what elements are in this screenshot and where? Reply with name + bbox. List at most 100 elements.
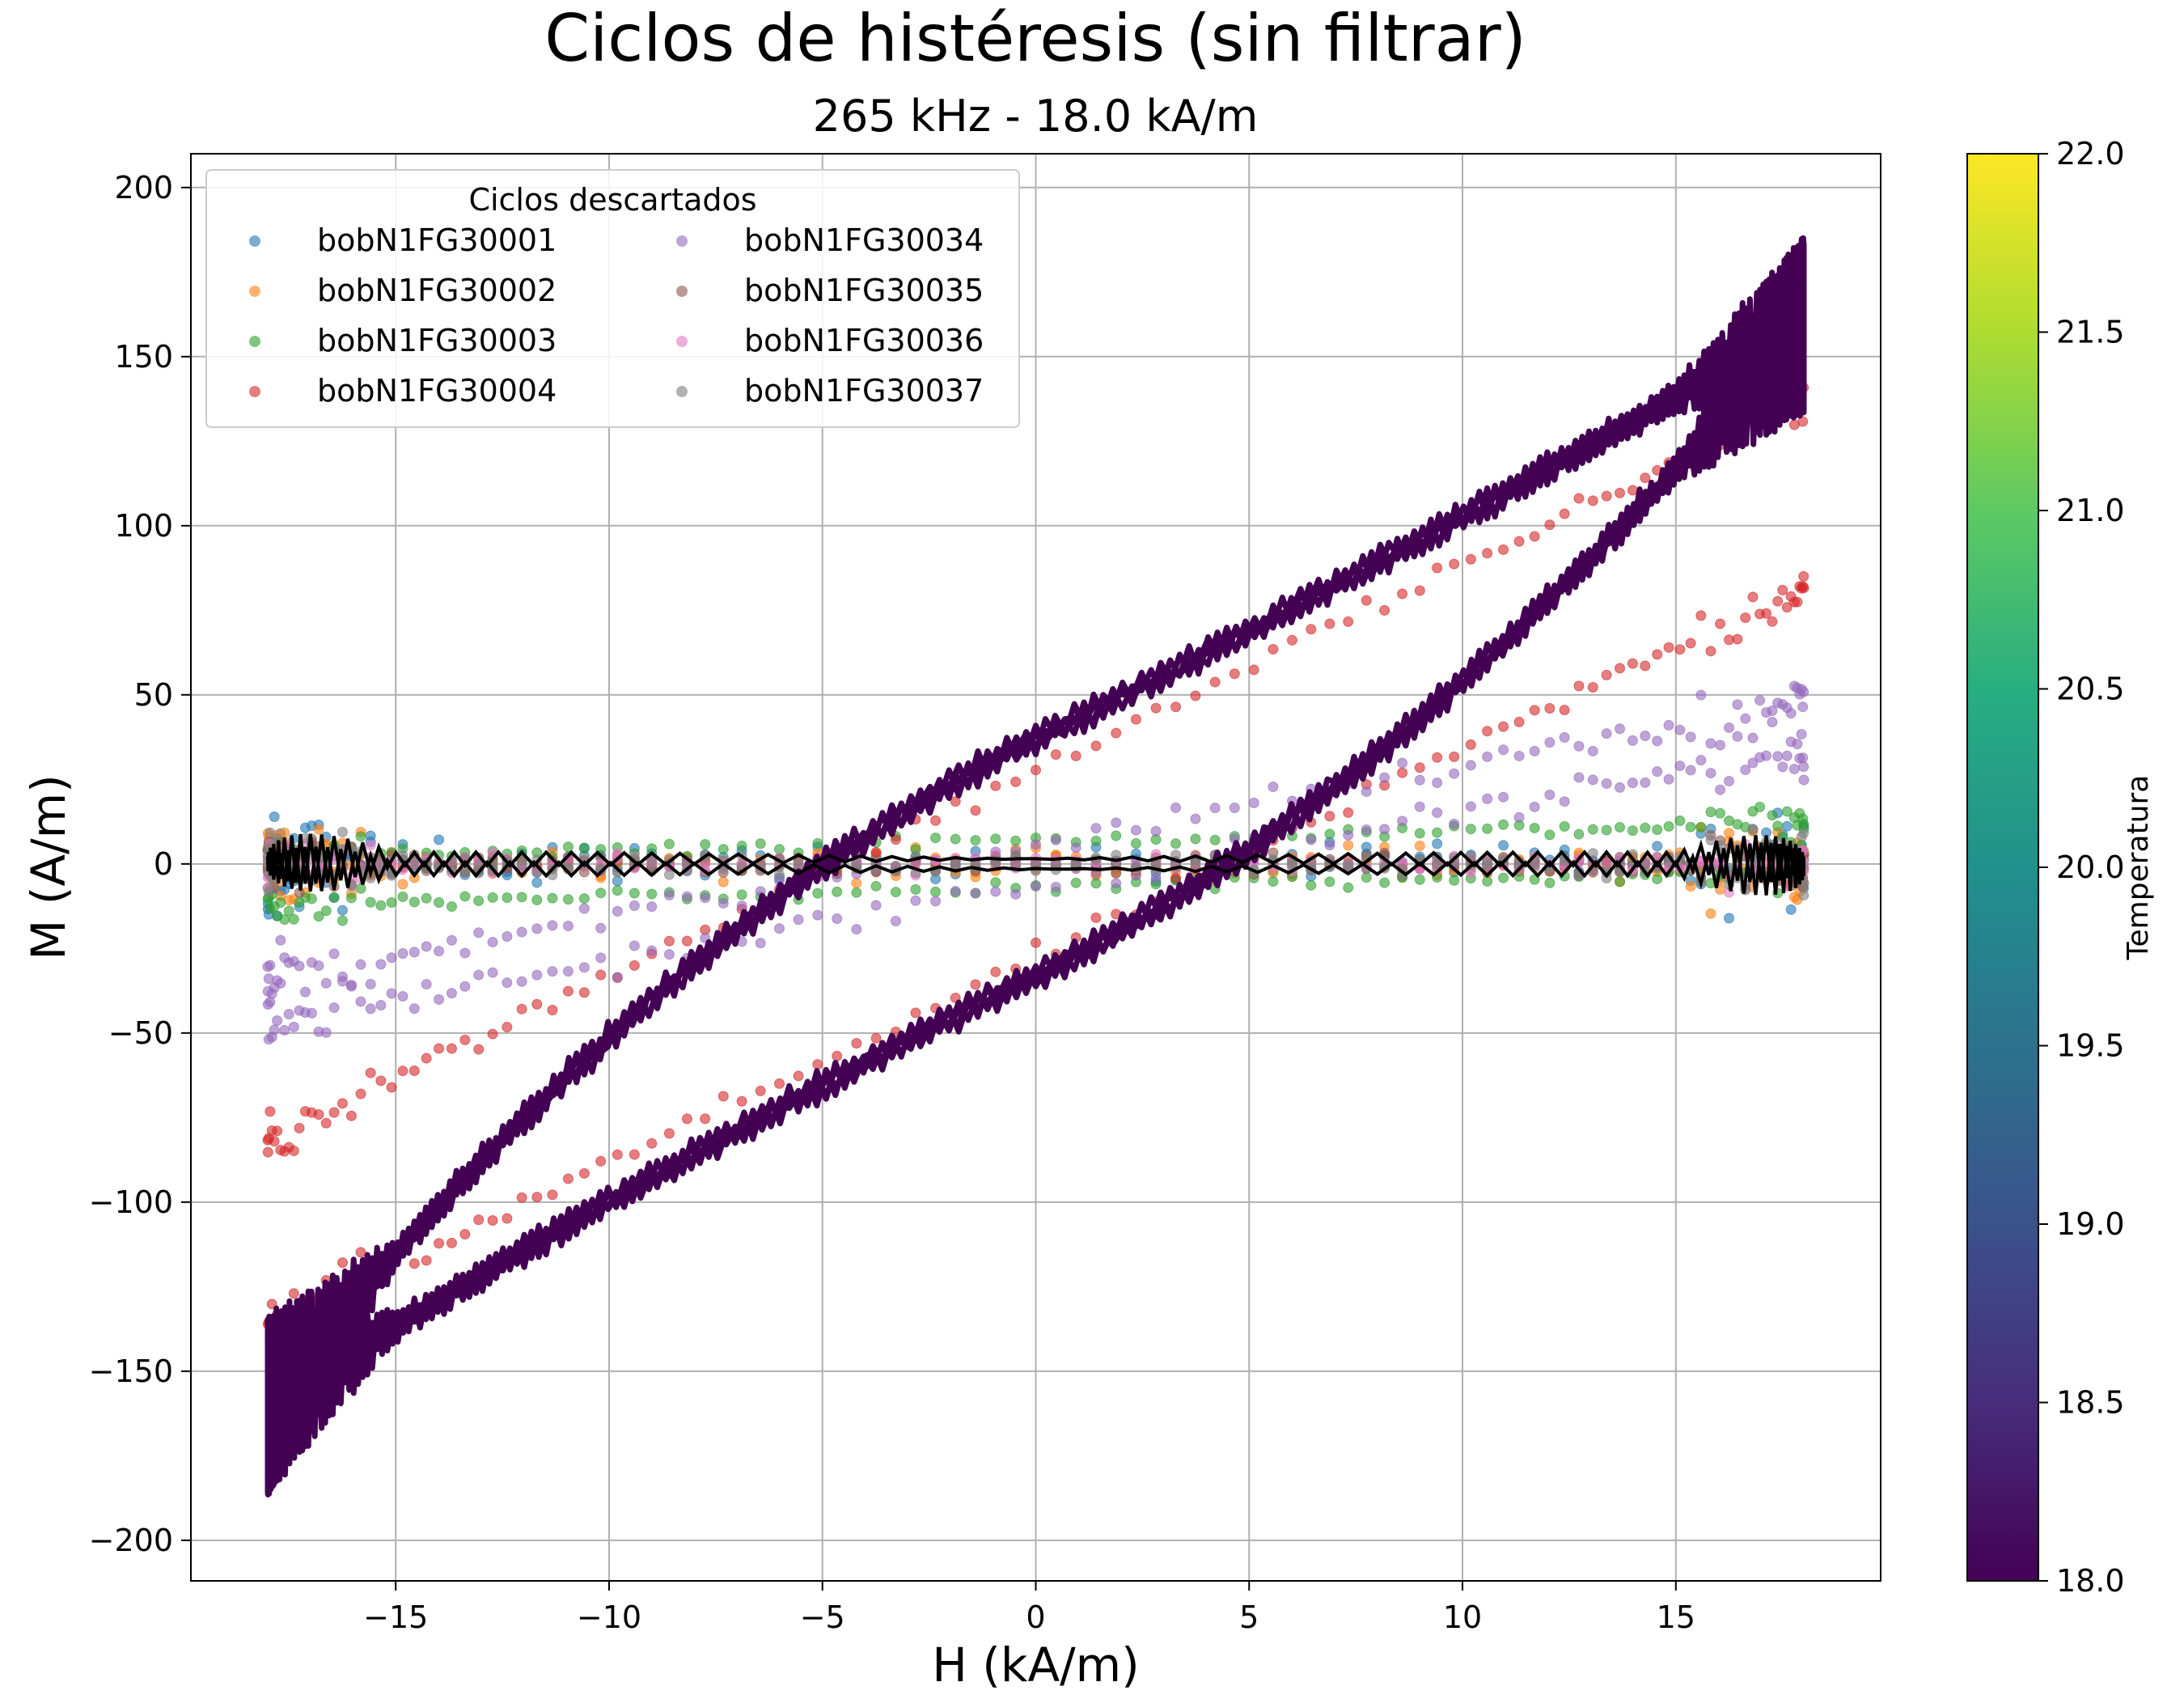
data-point	[1674, 724, 1686, 735]
data-point	[1482, 548, 1493, 559]
data-point	[1797, 581, 1809, 592]
legend-entry-label: bobN1FG30002	[317, 273, 557, 308]
data-point	[717, 1091, 729, 1102]
data-point	[1498, 791, 1509, 803]
data-point	[1031, 765, 1041, 776]
data-point	[313, 911, 324, 922]
data-point	[502, 1213, 513, 1224]
data-point	[1090, 835, 1102, 846]
data-point	[263, 886, 274, 897]
data-point	[578, 987, 590, 998]
data-point	[774, 923, 785, 934]
data-point	[1111, 830, 1122, 841]
colorbar-tick-label: 18.5	[2056, 1385, 2125, 1421]
data-point	[1772, 595, 1784, 607]
data-point	[700, 892, 711, 904]
y-tick-label: −50	[108, 1015, 173, 1051]
data-point	[663, 869, 675, 880]
data-point	[930, 886, 942, 897]
data-point	[1498, 744, 1509, 756]
data-point	[1544, 789, 1555, 800]
data-point	[446, 1043, 457, 1054]
data-point	[930, 815, 942, 826]
data-point	[1268, 876, 1279, 888]
data-point	[1031, 839, 1041, 850]
data-point	[562, 985, 574, 997]
data-point	[812, 888, 823, 899]
data-point	[970, 805, 981, 816]
data-point	[531, 894, 543, 905]
data-point	[1627, 735, 1638, 746]
data-point	[870, 1032, 882, 1044]
data-point	[1529, 745, 1540, 756]
data-point	[1715, 618, 1726, 629]
data-point	[578, 903, 590, 914]
x-tick-label: 0	[1026, 1599, 1045, 1635]
data-point	[1705, 768, 1716, 779]
data-point	[736, 1095, 747, 1107]
data-point	[1544, 829, 1555, 841]
data-point	[1482, 751, 1493, 762]
data-point	[1573, 740, 1585, 752]
data-point	[1559, 705, 1570, 716]
data-point	[421, 1255, 432, 1266]
data-point	[562, 1173, 574, 1184]
data-point	[832, 1050, 843, 1061]
data-point	[279, 1024, 290, 1036]
data-point	[1615, 663, 1626, 674]
data-point	[1306, 879, 1317, 891]
y-tick-label: 0	[154, 846, 173, 882]
data-point	[386, 988, 397, 999]
data-point	[531, 998, 543, 1010]
colorbar-tick-label: 22.0	[2056, 136, 2125, 172]
data-point	[1482, 726, 1493, 737]
data-point	[851, 1037, 862, 1049]
y-tick-label: −200	[89, 1523, 173, 1558]
data-point	[851, 924, 862, 935]
data-point	[1695, 755, 1707, 766]
data-point	[375, 999, 387, 1011]
data-point	[612, 972, 623, 983]
data-point	[434, 994, 445, 1005]
data-point	[320, 977, 332, 989]
data-point	[1343, 882, 1354, 893]
data-point	[717, 844, 729, 855]
plot-area	[262, 235, 1809, 1498]
data-point	[1747, 824, 1759, 836]
data-point	[1695, 610, 1707, 621]
data-point	[1111, 817, 1122, 828]
data-point	[1663, 642, 1674, 653]
data-point	[812, 837, 823, 849]
data-point	[970, 979, 981, 990]
data-point	[1788, 419, 1800, 430]
data-point	[1449, 818, 1460, 829]
data-point	[434, 946, 445, 957]
data-point	[1627, 825, 1638, 837]
data-point	[336, 915, 348, 926]
data-point	[446, 934, 457, 946]
data-point	[1306, 834, 1317, 845]
data-point	[1559, 821, 1570, 833]
data-point	[1772, 751, 1784, 762]
data-point	[336, 1098, 348, 1109]
data-point	[1732, 699, 1743, 710]
legend-entry-label: bobN1FG30001	[317, 222, 557, 258]
data-point	[1414, 874, 1425, 885]
colorbar-gradient	[1966, 153, 2039, 1582]
data-point	[1640, 730, 1651, 741]
data-point	[681, 891, 692, 902]
data-point	[736, 889, 747, 900]
data-point	[1615, 876, 1626, 888]
x-tick-label: −10	[577, 1599, 641, 1635]
data-point	[1601, 490, 1612, 502]
data-point	[459, 1228, 471, 1239]
data-point	[930, 833, 942, 844]
legend-entry-label: bobN1FG30034	[744, 222, 984, 258]
data-point	[1449, 751, 1460, 762]
data-point	[386, 952, 397, 964]
data-point	[851, 887, 862, 898]
data-point	[1268, 643, 1279, 655]
data-point	[283, 1009, 294, 1020]
data-point	[1414, 801, 1425, 812]
data-point	[355, 883, 366, 894]
